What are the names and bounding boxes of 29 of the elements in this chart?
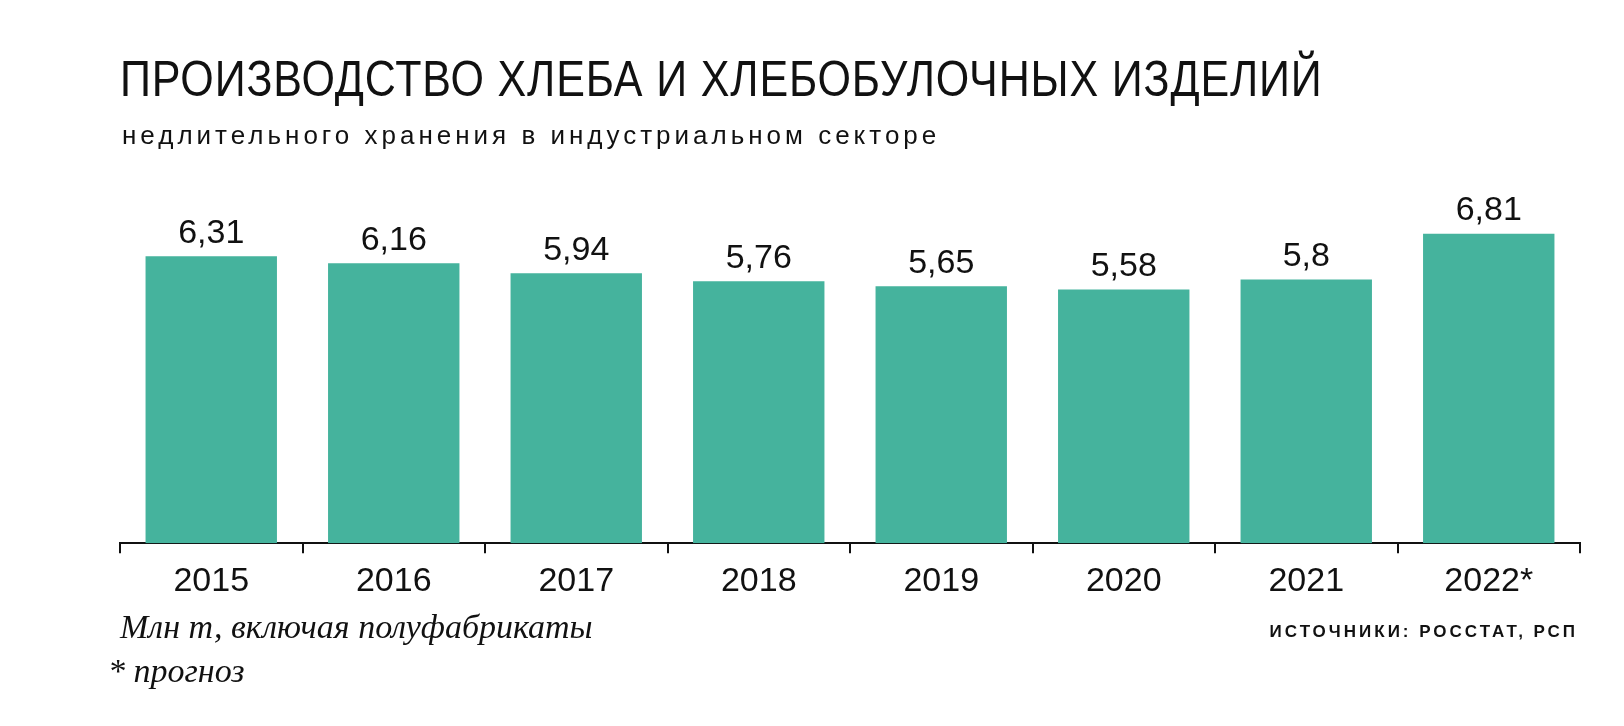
x-tick-label: 2019 <box>903 559 980 598</box>
data-label: 5,58 <box>1090 244 1157 283</box>
bar <box>328 263 460 544</box>
data-label: 5,65 <box>908 241 975 280</box>
data-label: 6,81 <box>1455 189 1522 228</box>
bar <box>1058 289 1190 544</box>
data-label: 6,16 <box>360 218 427 257</box>
data-label: 5,76 <box>725 236 792 275</box>
x-tick-label: 2021 <box>1268 559 1345 598</box>
bar <box>693 281 825 544</box>
bar <box>145 256 277 544</box>
bar <box>1240 279 1372 544</box>
x-tick-label: 2016 <box>355 559 432 598</box>
chart-subtitle: недлительного хранения в индустриальном секторе <box>122 120 941 151</box>
bar <box>510 273 642 544</box>
text: * прогноз <box>108 652 245 690</box>
x-tick-label: 2015 <box>173 559 250 598</box>
x-tick-label: 2022* <box>1444 559 1534 598</box>
bar <box>875 286 1007 544</box>
text: Млн т, включая полуфабрикаты <box>120 608 593 646</box>
text: ИСТОЧНИКИ: РОССТАТ, РСП <box>1269 622 1578 642</box>
x-tick-label: 2018 <box>720 559 797 598</box>
chart-title: ПРОИЗВОДСТВО ХЛЕБА И ХЛЕБОБУЛОЧНЫХ ИЗДЕЛИЙ <box>120 50 1323 108</box>
data-label: 5,8 <box>1282 234 1330 273</box>
x-tick-label: 2017 <box>538 559 615 598</box>
data-label: 5,94 <box>543 228 610 267</box>
x-tick-label: 2020 <box>1085 559 1162 598</box>
data-label: 6,31 <box>178 211 245 250</box>
bar <box>1423 233 1555 544</box>
